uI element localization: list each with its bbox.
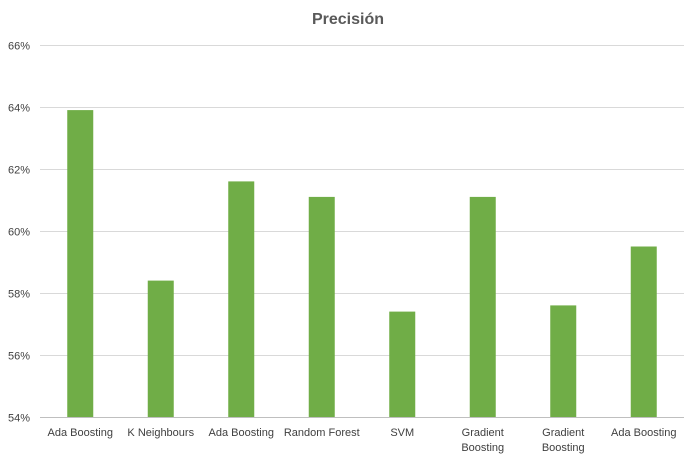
x-category-label-line: Gradient [542,427,584,439]
y-tick-label: 62% [8,165,30,177]
x-category-label-line: K Neighbours [127,427,194,439]
chart-title: Precisión [312,11,384,28]
x-category-label: Gradient Boosting [542,427,585,454]
x-category-label: Ada Boosting [611,427,676,439]
bar [469,196,496,417]
x-category-label: Random Forest [284,427,360,439]
y-tick-label: 64% [8,103,30,115]
x-category-label-line: SVM [390,427,414,439]
bar [630,246,657,417]
gridlines [40,45,684,356]
x-category-label-line: Gradient [462,427,504,439]
bar [67,110,94,417]
x-category-label: Ada Boosting [209,427,274,439]
x-axis-category-labels: Ada Boosting K Neighbours Ada Boosting Rand… [48,427,677,454]
x-category-label-line: Ada Boosting [209,427,274,439]
x-category-label-line: Boosting [542,442,585,454]
x-category-label-line: Ada Boosting [611,427,676,439]
x-category-label: Ada Boosting [48,427,113,439]
y-tick-label: 66% [8,41,30,53]
y-tick-label: 54% [8,413,30,425]
y-axis-tick-labels: 54% 56% 58% 60% 62% 64% 66% [8,41,30,425]
x-category-label-line: Random Forest [284,427,360,439]
bar [228,181,255,417]
bar [147,280,174,417]
y-tick-label: 56% [8,351,30,363]
x-category-label: Gradient Boosting [461,427,504,454]
bar [389,311,416,417]
bars [67,110,657,417]
y-tick-label: 60% [8,227,30,239]
y-tick-label: 58% [8,289,30,301]
x-category-label: SVM [390,427,414,439]
x-category-label-line: Ada Boosting [48,427,113,439]
bar [308,196,335,417]
x-category-label: K Neighbours [127,427,194,439]
bar [550,305,577,417]
x-category-label-line: Boosting [461,442,504,454]
